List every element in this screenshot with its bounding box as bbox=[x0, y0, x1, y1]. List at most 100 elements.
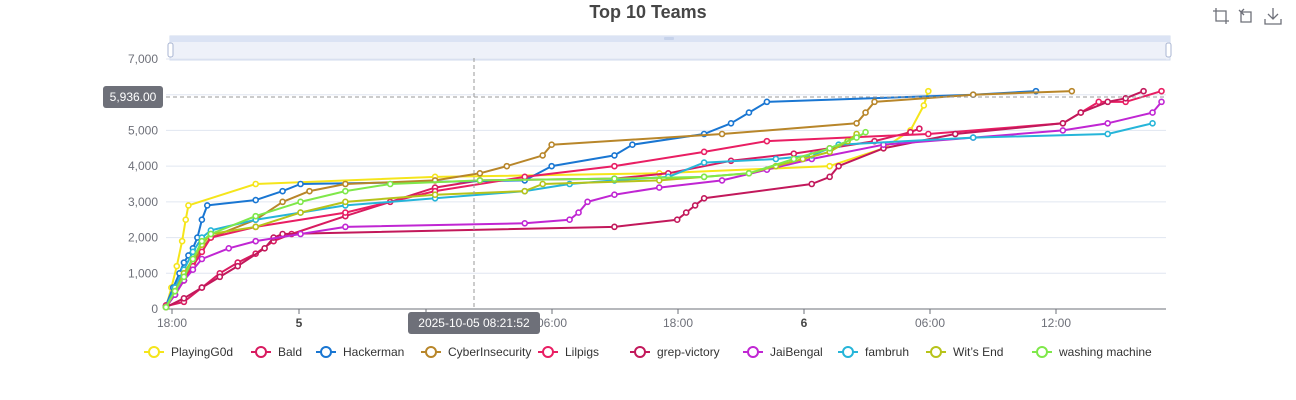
legend-item[interactable]: Bald bbox=[251, 345, 302, 359]
data-point[interactable] bbox=[925, 87, 932, 95]
data-point[interactable] bbox=[826, 162, 833, 170]
data-point[interactable] bbox=[826, 173, 833, 181]
data-zoom-slider[interactable] bbox=[167, 35, 1172, 61]
data-point[interactable] bbox=[575, 209, 582, 216]
data-point[interactable] bbox=[1104, 130, 1112, 138]
zoom-icon[interactable] bbox=[1212, 7, 1230, 25]
series-line[interactable] bbox=[165, 122, 1153, 308]
zoom-reset-icon[interactable] bbox=[1238, 7, 1256, 25]
data-point[interactable] bbox=[871, 98, 878, 106]
series-line[interactable] bbox=[165, 131, 867, 308]
data-point[interactable] bbox=[969, 134, 977, 141]
data-point[interactable] bbox=[611, 162, 618, 170]
data-point[interactable] bbox=[727, 119, 735, 127]
data-point[interactable] bbox=[1158, 87, 1165, 95]
data-point[interactable] bbox=[279, 198, 286, 206]
data-point[interactable] bbox=[916, 125, 923, 132]
data-point[interactable] bbox=[1104, 98, 1112, 106]
data-point[interactable] bbox=[279, 187, 286, 195]
data-point[interactable] bbox=[1149, 109, 1156, 116]
legend-item[interactable]: Hackerman bbox=[316, 345, 404, 359]
data-point[interactable] bbox=[252, 180, 259, 188]
data-point[interactable] bbox=[162, 303, 170, 311]
zoom-handle-right[interactable] bbox=[1165, 42, 1172, 58]
data-point[interactable] bbox=[203, 202, 211, 209]
data-point[interactable] bbox=[1068, 87, 1076, 95]
data-point[interactable] bbox=[1149, 119, 1156, 127]
data-point[interactable] bbox=[306, 187, 313, 195]
data-point[interactable] bbox=[297, 180, 304, 188]
data-point[interactable] bbox=[252, 237, 259, 245]
data-point[interactable] bbox=[342, 223, 349, 231]
data-point[interactable] bbox=[198, 284, 206, 291]
data-point[interactable] bbox=[1059, 127, 1067, 134]
data-point[interactable] bbox=[682, 209, 690, 216]
data-point[interactable] bbox=[853, 119, 860, 127]
data-point[interactable] bbox=[566, 216, 573, 224]
data-point[interactable] bbox=[182, 216, 190, 224]
data-point[interactable] bbox=[297, 198, 304, 206]
data-point[interactable] bbox=[185, 202, 192, 209]
series-line[interactable] bbox=[165, 90, 1037, 306]
series-grep-victory[interactable] bbox=[162, 87, 1147, 311]
data-point[interactable] bbox=[772, 155, 780, 163]
data-point[interactable] bbox=[611, 191, 618, 199]
data-point[interactable] bbox=[862, 109, 869, 116]
data-point[interactable] bbox=[189, 266, 197, 274]
data-point[interactable] bbox=[835, 162, 842, 170]
data-point[interactable] bbox=[234, 262, 242, 270]
data-point[interactable] bbox=[539, 180, 546, 188]
data-point[interactable] bbox=[342, 180, 349, 188]
legend-item[interactable]: fambruh bbox=[838, 345, 909, 359]
data-point[interactable] bbox=[171, 287, 179, 295]
data-point[interactable] bbox=[225, 244, 233, 252]
data-point[interactable] bbox=[548, 162, 555, 170]
data-point[interactable] bbox=[862, 128, 869, 136]
legend-item[interactable]: Lilpigs bbox=[538, 345, 599, 359]
data-point[interactable] bbox=[173, 262, 181, 270]
data-point[interactable] bbox=[763, 137, 771, 145]
data-point[interactable] bbox=[925, 130, 932, 138]
data-point[interactable] bbox=[700, 173, 708, 181]
data-point[interactable] bbox=[691, 202, 699, 209]
download-icon[interactable] bbox=[1264, 7, 1282, 25]
data-point[interactable] bbox=[745, 109, 753, 116]
data-point[interactable] bbox=[1104, 119, 1112, 127]
data-point[interactable] bbox=[745, 169, 753, 177]
legend-item[interactable]: grep-victory bbox=[630, 345, 720, 359]
data-point[interactable] bbox=[539, 152, 546, 159]
series-washing-machine[interactable] bbox=[162, 128, 869, 311]
legend-item[interactable]: CyberInsecurity bbox=[421, 345, 531, 359]
legend-item[interactable]: PlayingG0d bbox=[144, 345, 233, 359]
data-point[interactable] bbox=[198, 237, 206, 245]
data-point[interactable] bbox=[216, 273, 224, 281]
data-point[interactable] bbox=[673, 216, 681, 224]
data-point[interactable] bbox=[1140, 87, 1147, 95]
data-point[interactable] bbox=[548, 141, 555, 149]
data-point[interactable] bbox=[297, 230, 304, 238]
data-point[interactable] bbox=[178, 237, 186, 245]
data-point[interactable] bbox=[790, 150, 798, 157]
legend-item[interactable]: Wit’s End bbox=[926, 345, 1003, 359]
data-point[interactable] bbox=[611, 175, 618, 182]
data-point[interactable] bbox=[207, 230, 215, 238]
data-point[interactable] bbox=[198, 248, 206, 256]
series-line[interactable] bbox=[165, 90, 930, 308]
data-point[interactable] bbox=[790, 155, 798, 163]
series-fambruh[interactable] bbox=[162, 119, 1156, 311]
legend-item[interactable]: JaiBengal bbox=[743, 345, 823, 359]
data-point[interactable] bbox=[521, 187, 529, 195]
data-point[interactable] bbox=[611, 223, 618, 231]
data-point[interactable] bbox=[1158, 98, 1165, 106]
data-point[interactable] bbox=[198, 216, 206, 224]
data-point[interactable] bbox=[1059, 119, 1067, 127]
data-point[interactable] bbox=[1095, 98, 1103, 106]
data-point[interactable] bbox=[386, 180, 394, 188]
data-point[interactable] bbox=[297, 209, 304, 216]
data-point[interactable] bbox=[718, 177, 726, 184]
data-point[interactable] bbox=[252, 223, 259, 231]
data-point[interactable] bbox=[853, 134, 860, 141]
data-point[interactable] bbox=[655, 184, 663, 191]
data-point[interactable] bbox=[969, 91, 977, 99]
data-point[interactable] bbox=[476, 169, 484, 177]
